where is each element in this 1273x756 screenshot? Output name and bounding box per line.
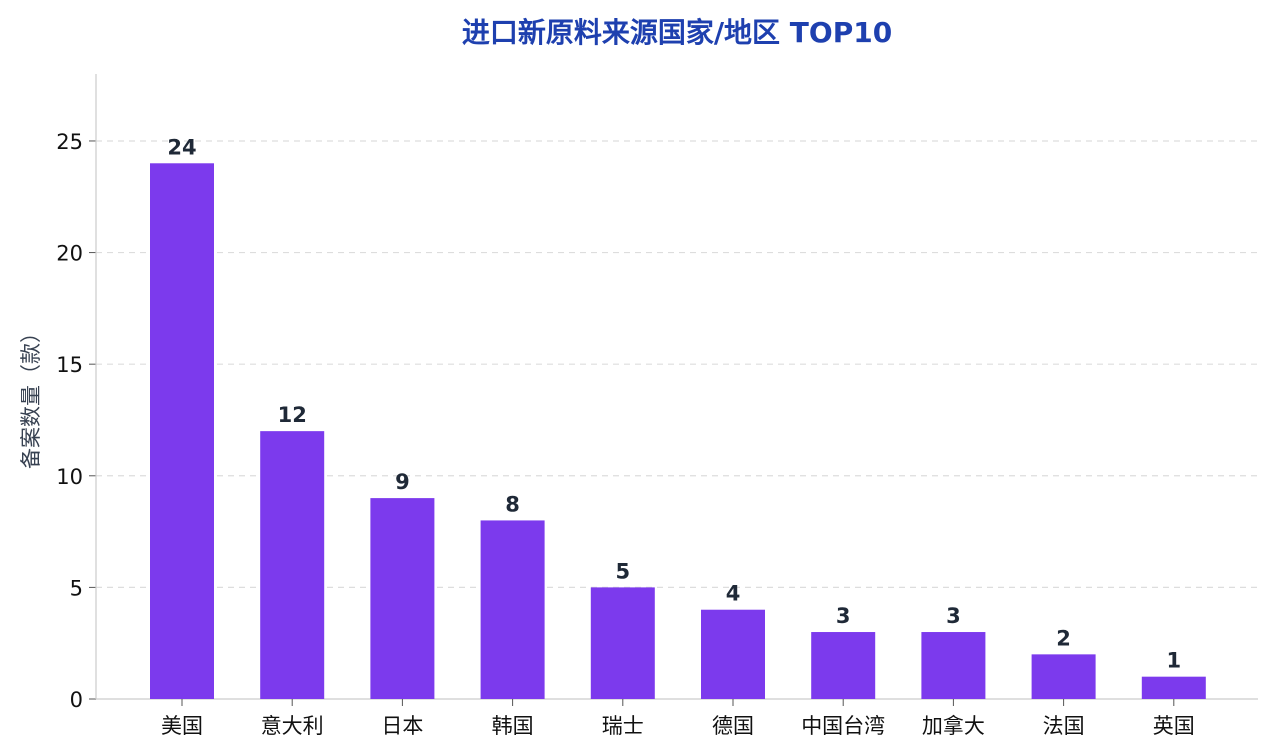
y-tick-label: 20 <box>56 242 83 266</box>
x-category-label: 中国台湾 <box>801 714 885 738</box>
bar <box>480 520 545 699</box>
x-category-label: 法国 <box>1043 714 1085 738</box>
x-category-label: 日本 <box>381 714 423 738</box>
x-category-label: 韩国 <box>492 714 534 738</box>
bar <box>590 587 655 699</box>
y-tick-label: 0 <box>70 688 83 712</box>
y-tick-label: 10 <box>56 465 83 489</box>
bar <box>1031 654 1096 699</box>
bar-value-label: 24 <box>167 135 196 159</box>
bar-value-label: 2 <box>1056 626 1071 650</box>
bar-value-label: 8 <box>505 492 520 516</box>
bar <box>701 609 765 699</box>
x-category-label: 德国 <box>712 714 754 738</box>
x-category-label: 意大利 <box>261 714 324 738</box>
bar <box>370 498 435 699</box>
y-tick-label: 5 <box>70 576 83 600</box>
bar-value-label: 5 <box>615 559 630 583</box>
x-category-label: 美国 <box>161 714 203 738</box>
bar-value-label: 9 <box>395 470 410 494</box>
bar-value-label: 3 <box>836 604 851 628</box>
y-axis-title: 备案数量（款） <box>19 322 43 469</box>
grid-lines <box>96 140 1258 588</box>
bars <box>150 163 1206 700</box>
y-tick-label: 15 <box>56 353 83 377</box>
bar-value-label: 12 <box>278 403 307 427</box>
bar-value-label: 1 <box>1166 649 1181 673</box>
x-category-label: 加拿大 <box>922 714 985 738</box>
bar <box>150 163 214 700</box>
bar <box>1141 676 1206 699</box>
bar <box>811 632 876 699</box>
chart-title: 进口新原料来源国家/地区 TOP10 <box>462 16 892 49</box>
x-category-label: 瑞士 <box>602 714 644 738</box>
bar-value-label: 3 <box>946 604 961 628</box>
bar <box>260 431 325 699</box>
bar <box>921 632 986 699</box>
bar-value-label: 4 <box>726 582 741 606</box>
y-tick-label: 25 <box>56 130 83 154</box>
x-category-label: 英国 <box>1153 714 1195 738</box>
